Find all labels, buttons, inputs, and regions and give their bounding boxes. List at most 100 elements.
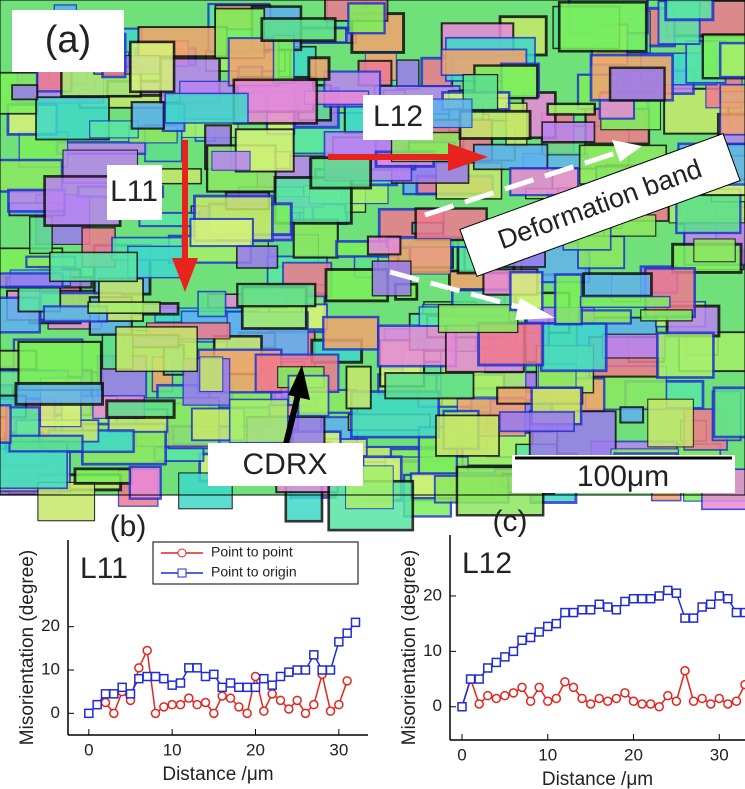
- grain: [582, 272, 653, 298]
- marker: [192, 699, 202, 710]
- marker: [134, 673, 144, 684]
- grain: [640, 309, 693, 322]
- marker: [731, 607, 742, 618]
- marker: [508, 688, 519, 698]
- grain: [130, 101, 165, 130]
- grain: [199, 356, 224, 393]
- arrowhead: [288, 365, 310, 400]
- grain: [228, 398, 289, 444]
- marker: [740, 607, 745, 618]
- arrowhead: [172, 258, 198, 292]
- grain: [539, 321, 608, 373]
- marker: [491, 657, 502, 668]
- marker: [92, 699, 102, 710]
- marker: [217, 682, 227, 693]
- arrow: [282, 394, 301, 449]
- grain: [719, 83, 745, 136]
- grain: [366, 235, 402, 256]
- label-box: [459, 132, 741, 278]
- grain: [129, 40, 176, 94]
- label-box: [208, 443, 363, 486]
- arrowhead: [612, 140, 642, 162]
- marker: [234, 702, 244, 712]
- marker: [167, 680, 177, 690]
- legend-label: Point to origin: [211, 564, 297, 580]
- marker: [159, 673, 169, 684]
- legend-marker: [177, 568, 187, 578]
- marker: [637, 699, 647, 709]
- legend-label: Point to point: [211, 544, 293, 560]
- marker: [637, 593, 647, 604]
- x-tick-label: 0: [457, 745, 466, 764]
- marker: [500, 652, 510, 662]
- legend-marker: [177, 548, 187, 558]
- marker: [309, 699, 319, 710]
- label-box: [363, 95, 433, 140]
- marker: [175, 699, 186, 710]
- marker: [250, 671, 261, 682]
- marker: [560, 607, 570, 618]
- marker: [603, 602, 613, 612]
- grain: [309, 156, 373, 190]
- grain: [579, 295, 671, 309]
- marker: [723, 593, 733, 604]
- marker: [100, 689, 111, 699]
- grain: [292, 218, 339, 259]
- grain: [384, 372, 475, 400]
- grain: [718, 41, 745, 79]
- grain: [49, 251, 139, 283]
- arrow: [424, 147, 626, 218]
- marker: [474, 699, 484, 709]
- marker: [142, 671, 152, 682]
- grain: [87, 301, 161, 314]
- marker: [714, 591, 725, 601]
- marker: [697, 602, 707, 612]
- marker: [217, 691, 227, 701]
- scale-box: [512, 455, 735, 493]
- marker: [517, 635, 527, 646]
- marker: [125, 689, 136, 699]
- legend-box: [152, 541, 359, 585]
- arrowhead: [448, 143, 488, 171]
- label-box: [107, 165, 162, 220]
- marker: [209, 708, 219, 719]
- marker: [620, 596, 630, 607]
- grain: [236, 282, 317, 308]
- grain: [11, 84, 39, 101]
- marker: [465, 674, 476, 684]
- x-tick-label: 30: [329, 740, 348, 759]
- x-tick-label: 10: [163, 740, 182, 759]
- grain: [260, 17, 337, 42]
- marker: [267, 689, 277, 699]
- marker: [292, 695, 302, 706]
- x-tick-label: 30: [710, 745, 729, 764]
- annotation: L11: [80, 552, 128, 585]
- line-label: L12: [373, 100, 423, 133]
- marker: [663, 690, 673, 701]
- grain: [115, 326, 198, 373]
- marker: [688, 696, 699, 706]
- marker: [688, 613, 699, 623]
- grain: [655, 331, 715, 379]
- marker: [300, 665, 311, 675]
- marker: [551, 618, 562, 629]
- marker: [568, 607, 579, 618]
- grain: [345, 365, 372, 410]
- grain: [236, 245, 279, 269]
- y-tick-label: 0: [51, 703, 60, 722]
- arrow: [389, 269, 531, 313]
- y-tick-label: 10: [423, 641, 442, 660]
- marker: [671, 696, 682, 706]
- marker: [620, 688, 630, 698]
- marker: [517, 682, 527, 693]
- grain: [577, 309, 633, 325]
- marker: [292, 665, 302, 675]
- label-box: [12, 10, 124, 72]
- grain: [553, 273, 584, 326]
- annotation: L12: [462, 547, 512, 580]
- marker: [250, 682, 261, 693]
- marker: [209, 669, 219, 680]
- grain: [272, 34, 295, 84]
- marker: [134, 663, 144, 673]
